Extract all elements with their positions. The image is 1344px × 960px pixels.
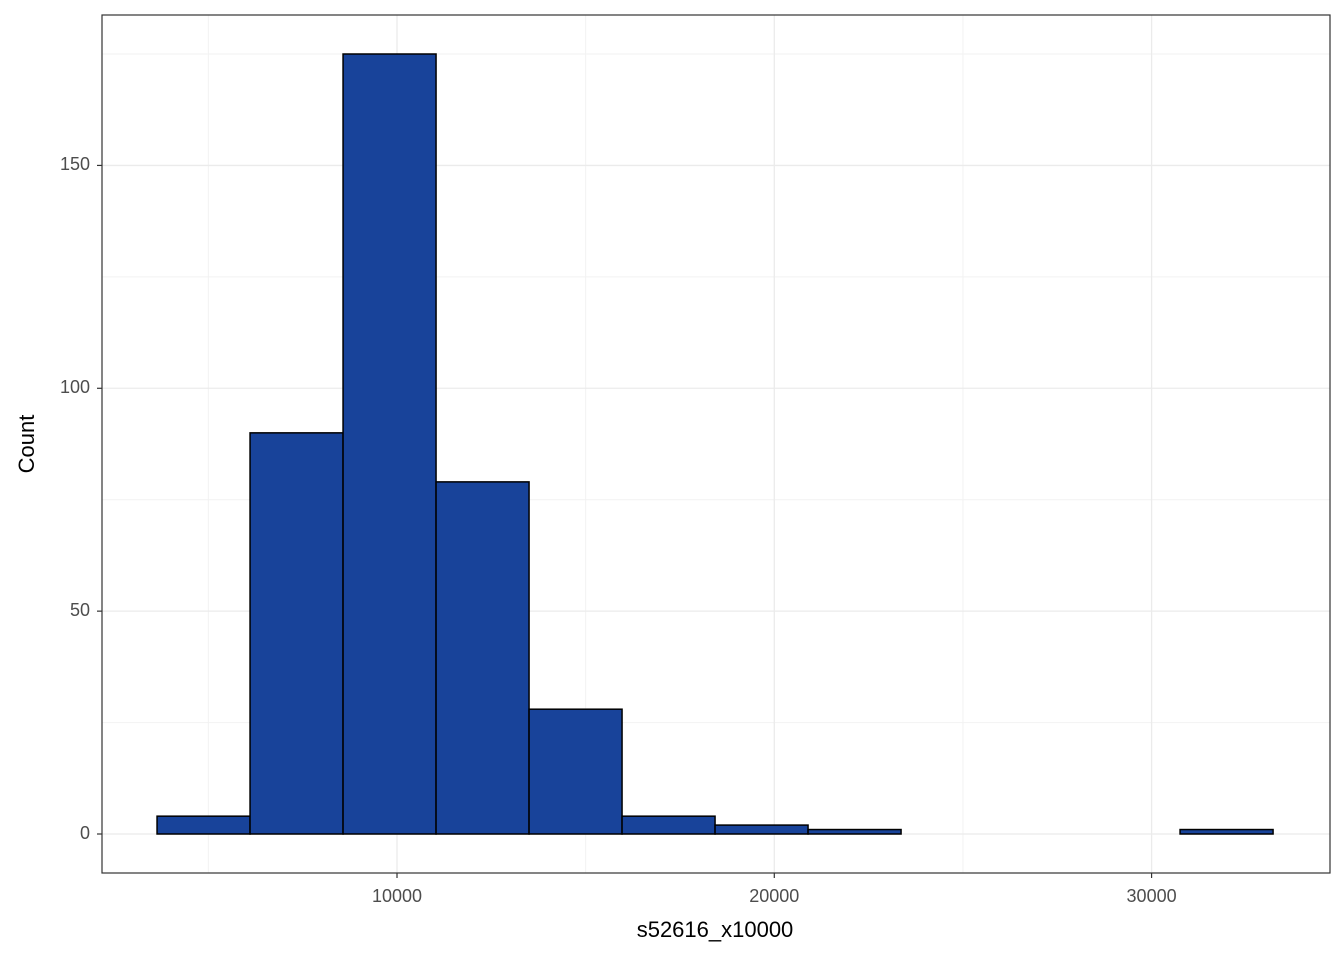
y-tick-label: 100 <box>60 377 90 397</box>
bar <box>714 824 809 835</box>
bars <box>156 53 1274 835</box>
x-tick-label: 20000 <box>749 886 799 906</box>
panel-border <box>101 14 1331 874</box>
bar <box>156 815 251 835</box>
y-tick-label: 0 <box>80 823 90 843</box>
bar <box>1179 828 1274 835</box>
y-axis-label: Count <box>14 415 39 474</box>
bar <box>435 481 530 835</box>
bar <box>342 53 437 835</box>
x-tick-label: 30000 <box>1127 886 1177 906</box>
x-tick-label: 10000 <box>372 886 422 906</box>
bar <box>249 432 344 835</box>
x-axis-label: s52616_x10000 <box>637 917 794 942</box>
y-tick-label: 150 <box>60 154 90 174</box>
bar <box>528 708 623 835</box>
bar <box>807 828 902 835</box>
bar <box>621 815 716 835</box>
y-tick-label: 50 <box>70 600 90 620</box>
